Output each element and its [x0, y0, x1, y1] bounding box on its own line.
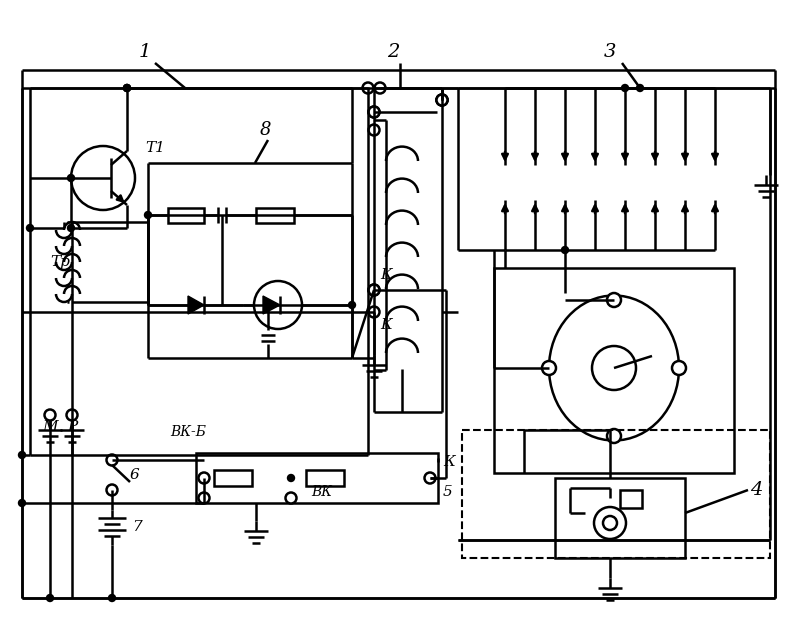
- Circle shape: [107, 484, 118, 495]
- Text: Р: Р: [67, 420, 77, 434]
- Circle shape: [369, 107, 379, 117]
- Circle shape: [592, 346, 636, 390]
- Text: ВК: ВК: [311, 485, 332, 499]
- Circle shape: [67, 409, 77, 421]
- Text: 3: 3: [604, 43, 616, 61]
- Polygon shape: [263, 296, 280, 314]
- Text: 8: 8: [259, 121, 271, 139]
- Circle shape: [425, 472, 436, 484]
- Text: 4: 4: [750, 481, 762, 499]
- Bar: [462, 430, 770, 558]
- Circle shape: [45, 409, 56, 421]
- Bar: [168, 208, 204, 223]
- Text: T1: T1: [145, 141, 165, 155]
- Circle shape: [254, 281, 302, 329]
- Circle shape: [285, 492, 297, 504]
- Bar: [494, 268, 734, 473]
- Circle shape: [369, 285, 379, 296]
- Text: 6: 6: [130, 468, 140, 482]
- Circle shape: [348, 301, 355, 308]
- Circle shape: [637, 84, 643, 92]
- Circle shape: [145, 212, 152, 218]
- Text: К: К: [380, 318, 392, 332]
- Circle shape: [436, 94, 448, 105]
- Text: 1: 1: [139, 43, 151, 61]
- Circle shape: [68, 175, 75, 182]
- Circle shape: [607, 429, 621, 443]
- Circle shape: [369, 306, 379, 318]
- Circle shape: [68, 225, 75, 232]
- Polygon shape: [188, 296, 204, 314]
- Text: М: М: [42, 420, 58, 434]
- Bar: [214, 470, 252, 486]
- Text: К: К: [380, 268, 392, 282]
- Circle shape: [672, 361, 686, 375]
- Circle shape: [622, 84, 629, 92]
- Circle shape: [374, 82, 386, 94]
- Circle shape: [369, 107, 379, 117]
- Bar: [256, 208, 294, 223]
- Text: 2: 2: [387, 43, 399, 61]
- Circle shape: [107, 454, 118, 466]
- Circle shape: [18, 452, 25, 459]
- Circle shape: [199, 472, 210, 484]
- Text: 5: 5: [443, 485, 452, 499]
- Circle shape: [46, 595, 53, 602]
- Bar: [620, 490, 642, 508]
- Circle shape: [288, 474, 294, 482]
- Circle shape: [436, 94, 448, 105]
- Circle shape: [594, 507, 626, 539]
- Text: ВК-Б: ВК-Б: [170, 425, 206, 439]
- Bar: [555, 478, 685, 558]
- Text: Тр: Тр: [50, 255, 70, 269]
- Circle shape: [436, 94, 448, 105]
- Circle shape: [108, 595, 115, 602]
- Circle shape: [71, 146, 135, 210]
- Circle shape: [607, 293, 621, 307]
- Bar: [306, 470, 344, 486]
- Circle shape: [123, 84, 130, 92]
- Circle shape: [123, 84, 130, 92]
- Circle shape: [603, 516, 617, 530]
- Circle shape: [369, 125, 379, 135]
- Text: 7: 7: [132, 520, 142, 534]
- Circle shape: [199, 492, 210, 504]
- Circle shape: [369, 285, 379, 296]
- Bar: [196, 453, 438, 503]
- Circle shape: [123, 84, 130, 92]
- Text: К: К: [443, 455, 455, 469]
- Circle shape: [363, 82, 374, 94]
- Circle shape: [26, 225, 33, 232]
- Ellipse shape: [549, 296, 679, 441]
- Circle shape: [18, 499, 25, 507]
- Circle shape: [561, 246, 568, 253]
- Circle shape: [542, 361, 556, 375]
